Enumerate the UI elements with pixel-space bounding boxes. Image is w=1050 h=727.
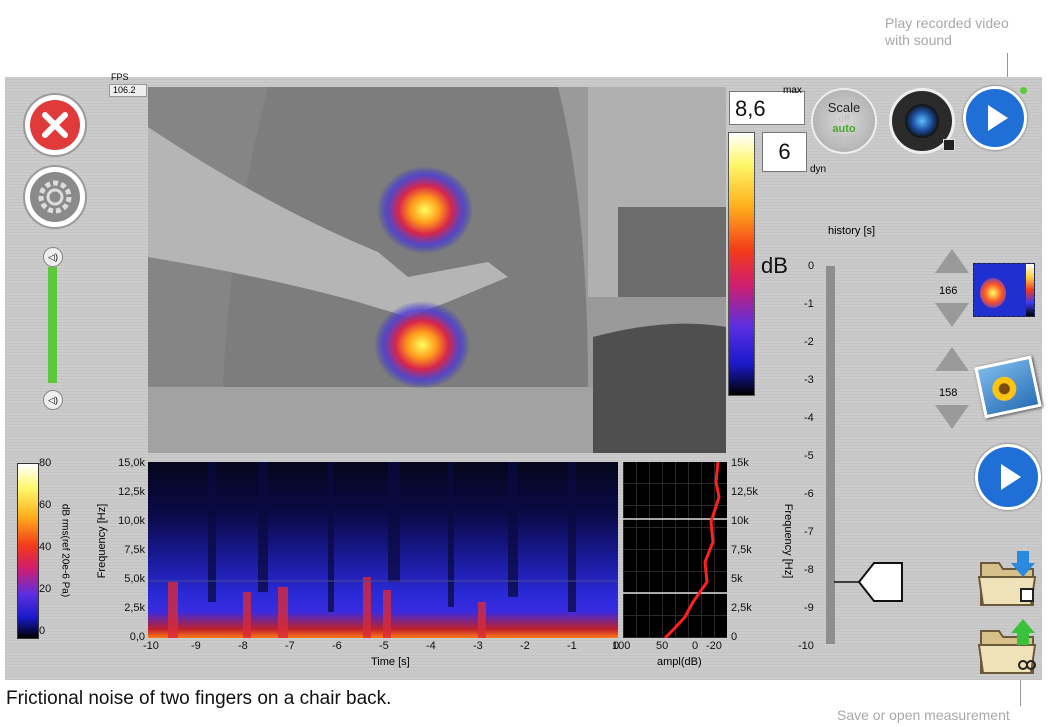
history-position-marker[interactable] xyxy=(834,561,904,603)
scale-mode-button[interactable]: Scale off auto smart xyxy=(811,88,877,154)
scale-mode-auto: auto xyxy=(832,123,856,135)
colorbar-label: dB rms(ref 20e-6 Pa) xyxy=(59,503,71,598)
callout-line-2: with sound xyxy=(885,32,952,48)
spectrogram-plot[interactable] xyxy=(148,462,618,638)
volume-level-bar[interactable] xyxy=(48,267,57,383)
spectrogram-xticks: -10 -9 -8 -7 -6 -5 -4 -3 -2 -1 0 xyxy=(143,640,620,652)
close-icon xyxy=(30,100,80,150)
status-led xyxy=(1020,87,1027,94)
spectrogram-yticks: 15,0k 12,5k 10,0k 7,5k 5,0k 2,5k 0,0 xyxy=(118,457,145,643)
play-recorded-button[interactable] xyxy=(963,86,1027,150)
spectrum-ylabel: Frequency [Hz] xyxy=(782,503,794,579)
history-track[interactable] xyxy=(826,266,835,644)
scale-mode-smart: smart xyxy=(831,134,857,145)
scale-button-title: Scale xyxy=(827,100,861,115)
spectrum-curve xyxy=(623,462,727,638)
lower-counter-value: 158 xyxy=(939,387,958,399)
heatmap-thumbnail[interactable] xyxy=(973,263,1035,317)
fps-value: 106.2 xyxy=(109,84,147,97)
video-frame xyxy=(148,87,726,453)
lower-up-arrow-icon[interactable] xyxy=(935,347,969,371)
spectrum-plot[interactable] xyxy=(623,462,727,638)
play-video-callout: Play recorded video with sound xyxy=(885,15,1009,49)
volume-up-icon[interactable]: ◁) xyxy=(43,247,63,267)
upper-down-arrow-icon[interactable] xyxy=(935,303,969,327)
scale-max-value[interactable]: 8,6 xyxy=(729,91,805,125)
gear-icon xyxy=(30,172,80,222)
save-disk-icon xyxy=(943,139,955,151)
hotspot-upper xyxy=(377,166,473,254)
spectrum-yticks: 15k 12,5k 10k 7,5k 5k 2,5k 0 xyxy=(731,457,758,643)
close-button[interactable] xyxy=(23,93,87,157)
volume-down-icon[interactable]: ◁) xyxy=(43,390,63,410)
spectrogram-noise xyxy=(148,462,618,638)
colorbar-ticks: 80 60 40 20 0 xyxy=(39,457,52,637)
fps-label: FPS xyxy=(111,72,129,82)
scale-mode-off: off xyxy=(838,114,850,125)
scale-unit-label: dB xyxy=(761,253,788,278)
save-open-callout: Save or open measurement xyxy=(837,707,1010,723)
settings-button[interactable] xyxy=(23,165,87,229)
play-icon xyxy=(988,105,1008,131)
lower-down-arrow-icon[interactable] xyxy=(935,405,969,429)
open-measurement-button[interactable] xyxy=(977,617,1039,675)
camera-lens-icon xyxy=(905,104,939,138)
spectrum-xticks: 100 50 0 -20 xyxy=(612,640,722,652)
callout-line-1: Play recorded video xyxy=(885,15,1009,31)
save-measurement-button[interactable] xyxy=(977,549,1039,607)
spectrum-xlabel: ampl(dB) xyxy=(657,656,702,668)
spectrogram-xlabel: Time [s] xyxy=(371,656,410,668)
heatmap-thumb-spot xyxy=(980,278,1006,308)
scale-max-label: max xyxy=(783,85,802,96)
folder-save-icon xyxy=(977,551,1037,606)
scale-dyn-label: dyn xyxy=(810,164,827,175)
upper-counter-value: 166 xyxy=(939,285,958,297)
db-colorbar xyxy=(728,132,755,396)
play-icon xyxy=(1001,464,1021,490)
spectrogram-colorbar xyxy=(17,463,39,639)
camera-snapshot-button[interactable] xyxy=(889,88,955,154)
history-label: history [s] xyxy=(828,225,876,237)
photo-image-icon[interactable] xyxy=(974,355,1042,419)
play-button[interactable] xyxy=(975,444,1041,510)
history-ticks: 0 -1 -2 -3 -4 -5 -6 -7 -8 -9 -10 xyxy=(798,260,815,652)
hotspot-lower xyxy=(374,301,470,389)
folder-open-icon xyxy=(977,619,1037,674)
upper-up-arrow-icon[interactable] xyxy=(935,249,969,273)
scale-dyn-value[interactable]: 6 xyxy=(762,132,807,172)
camera-video-view[interactable] xyxy=(148,87,726,453)
heatmap-thumb-scale xyxy=(1026,264,1034,316)
figure-caption: Frictional noise of two fingers on a cha… xyxy=(6,688,392,709)
main-panel: FPS 106.2 ◁) ◁) xyxy=(5,72,1042,680)
